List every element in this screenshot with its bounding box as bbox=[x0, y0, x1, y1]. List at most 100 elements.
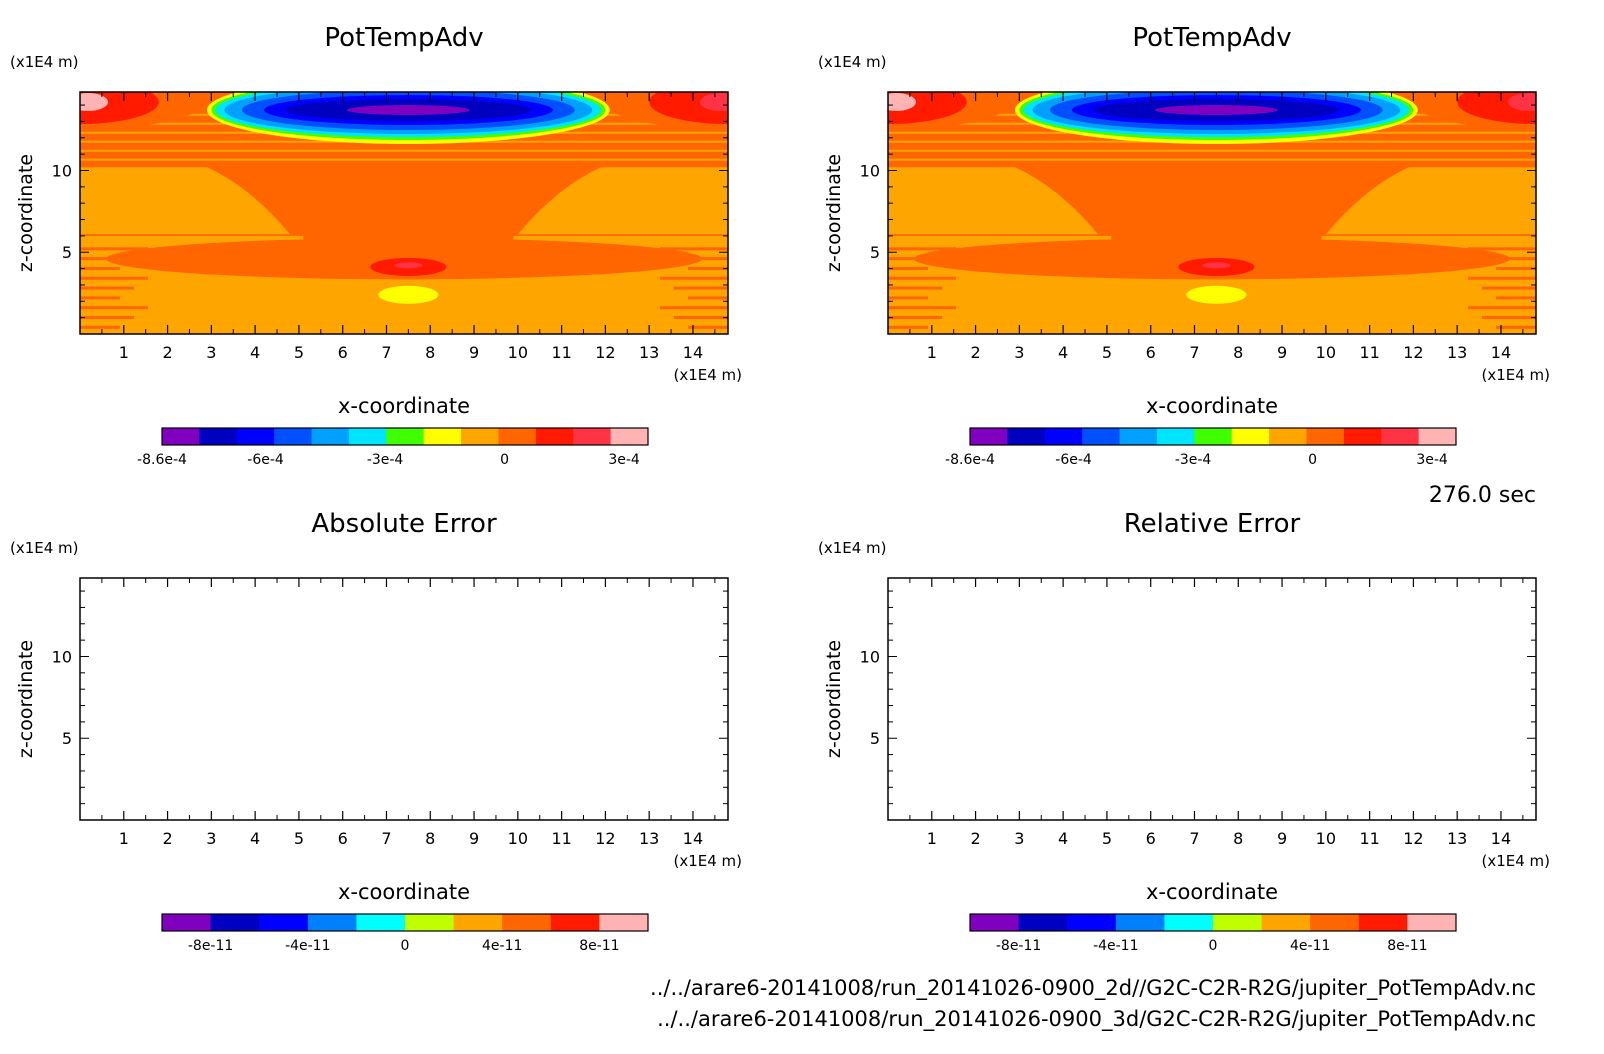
colorbar-tick-label: -6e-4 bbox=[1055, 452, 1092, 468]
colorbar-tick-label: 4e-11 bbox=[482, 938, 522, 954]
contour-stripe bbox=[888, 247, 956, 251]
x-tick-label: 14 bbox=[683, 829, 703, 848]
colorbar-swatch bbox=[610, 428, 649, 445]
contour-stripe bbox=[888, 276, 956, 280]
x-tick-label: 10 bbox=[1316, 343, 1336, 362]
contour-stripe bbox=[888, 158, 1536, 161]
colorbar-swatch bbox=[502, 914, 552, 931]
y-axis-label: z-coordinate bbox=[15, 640, 37, 758]
colorbar-swatch bbox=[461, 428, 499, 445]
contour-stripe bbox=[1468, 306, 1536, 310]
colorbar-swatch bbox=[970, 428, 1008, 445]
colorbar-swatch bbox=[1119, 428, 1158, 445]
x-tick-label: 10 bbox=[508, 829, 528, 848]
x-tick-label: 8 bbox=[1233, 829, 1243, 848]
x-tick-label: 3 bbox=[206, 343, 216, 362]
contour-stripe bbox=[1482, 257, 1536, 261]
colorbar-swatch bbox=[199, 428, 238, 445]
colorbar-frame bbox=[161, 913, 649, 932]
contour-stripe bbox=[660, 276, 728, 280]
contour-stripe bbox=[888, 306, 956, 310]
colorbar-swatch bbox=[423, 428, 462, 445]
y-axis-label: z-coordinate bbox=[823, 640, 845, 758]
x-tick-label: 4 bbox=[250, 343, 260, 362]
x-tick-label: 11 bbox=[551, 343, 571, 362]
y-unit-label: (x1E4 m) bbox=[818, 539, 887, 557]
x-tick-label: 1 bbox=[927, 829, 937, 848]
colorbar-swatch bbox=[1082, 428, 1121, 445]
x-tick-label: 12 bbox=[595, 343, 615, 362]
contour-stripe bbox=[888, 296, 928, 300]
x-tick-label: 7 bbox=[381, 343, 391, 362]
colorbar-swatch bbox=[307, 914, 357, 931]
x-tick-label: 6 bbox=[1146, 829, 1156, 848]
contour-stripe bbox=[1496, 325, 1536, 329]
colorbar-swatch bbox=[1067, 914, 1117, 931]
plot-frame bbox=[887, 577, 1537, 821]
contour-stripe bbox=[1496, 296, 1536, 300]
colorbar-frame bbox=[969, 913, 1457, 932]
contour-stripe bbox=[888, 257, 942, 261]
contour-band bbox=[206, 167, 602, 235]
colorbar-swatch bbox=[259, 914, 309, 931]
source-file-1: ../../arare6-20141008/run_20141026-0900_… bbox=[650, 976, 1536, 1001]
colorbar: -8e-11 -4e-11 0 4e-11 8e-11 bbox=[161, 913, 649, 954]
x-tick-label: 9 bbox=[1277, 829, 1287, 848]
x-tick-label: 14 bbox=[1491, 343, 1511, 362]
colorbar-tick-label: 3e-4 bbox=[1416, 452, 1448, 468]
contour-band bbox=[1155, 105, 1278, 115]
colorbar-tick-label: 4e-11 bbox=[1290, 938, 1330, 954]
contour-band bbox=[1014, 167, 1410, 235]
colorbar-swatch bbox=[550, 914, 600, 931]
x-tick-label: 13 bbox=[639, 343, 659, 362]
contour-stripe bbox=[80, 266, 120, 270]
colorbar-tick-label: 3e-4 bbox=[608, 452, 640, 468]
contour-stripe bbox=[1468, 276, 1536, 280]
x-tick-label: 13 bbox=[1447, 829, 1467, 848]
contour-stripe bbox=[688, 325, 728, 329]
y-tick-label: 10 bbox=[860, 647, 880, 666]
x-tick-label: 6 bbox=[338, 829, 348, 848]
contour-stripe bbox=[660, 247, 728, 251]
x-tick-label: 11 bbox=[551, 829, 571, 848]
colorbar-swatch bbox=[573, 428, 612, 445]
y-tick-label: 10 bbox=[52, 647, 72, 666]
contour-stripe bbox=[1482, 316, 1536, 320]
colorbar-swatch bbox=[1269, 428, 1307, 445]
colorbar-tick-label: 0 bbox=[1209, 938, 1218, 954]
x-tick-label: 7 bbox=[1189, 829, 1199, 848]
x-tick-label: 9 bbox=[1277, 343, 1287, 362]
contour-band bbox=[303, 232, 514, 249]
contour-stripe bbox=[80, 276, 148, 280]
colorbar-tick-label: -8e-11 bbox=[188, 938, 233, 954]
x-tick-label: 3 bbox=[1014, 829, 1024, 848]
colorbar-swatch bbox=[453, 914, 503, 931]
x-tick-label: 4 bbox=[1058, 343, 1068, 362]
x-tick-label: 12 bbox=[1403, 343, 1423, 362]
contour-band bbox=[1325, 167, 1536, 235]
colorbar-swatch bbox=[386, 428, 425, 445]
contour-band bbox=[1202, 262, 1231, 269]
contour-stripe bbox=[674, 286, 728, 290]
colorbar: -8e-11 -4e-11 0 4e-11 8e-11 bbox=[969, 913, 1457, 954]
y-tick-label: 5 bbox=[870, 243, 880, 262]
contour-stripe bbox=[674, 316, 728, 320]
plot-frame bbox=[79, 91, 729, 335]
colorbar-swatch bbox=[1407, 914, 1457, 931]
y-tick-label: 10 bbox=[52, 161, 72, 180]
contour-band bbox=[888, 167, 1099, 235]
x-tick-label: 2 bbox=[162, 829, 172, 848]
colorbar-swatch bbox=[210, 914, 260, 931]
contour-band bbox=[517, 167, 728, 235]
contour-stripe bbox=[888, 325, 928, 329]
plot-frame bbox=[79, 577, 729, 821]
colorbar-swatch bbox=[1213, 914, 1263, 931]
colorbar-tick-label: 8e-11 bbox=[1387, 938, 1427, 954]
x-tick-label: 8 bbox=[425, 343, 435, 362]
contour-stripe bbox=[674, 257, 728, 261]
x-tick-label: 13 bbox=[1447, 343, 1467, 362]
contour-stripe bbox=[80, 158, 728, 161]
x-tick-label: 10 bbox=[508, 343, 528, 362]
x-tick-label: 5 bbox=[1102, 829, 1112, 848]
